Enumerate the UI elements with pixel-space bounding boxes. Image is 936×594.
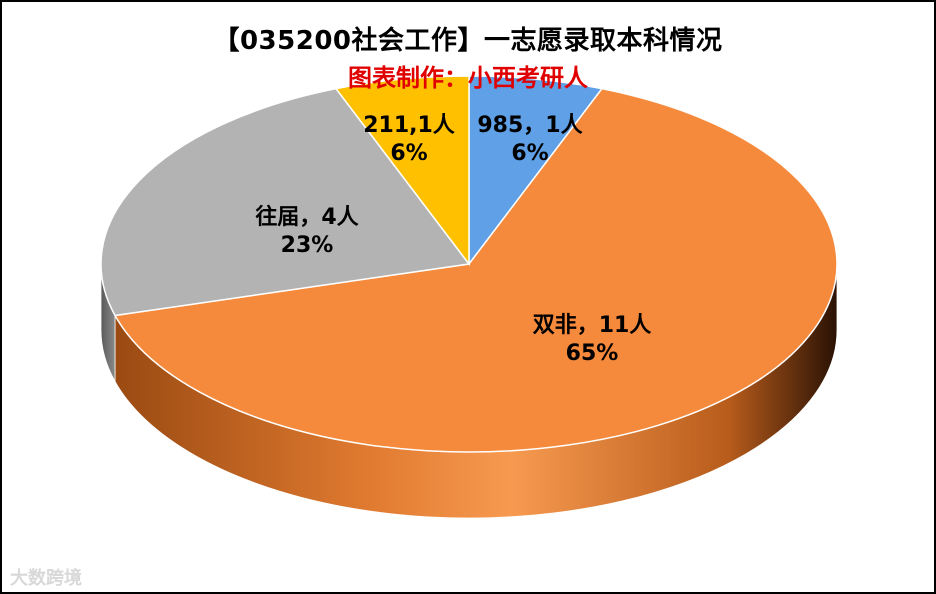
slice-percent: 65% bbox=[566, 341, 619, 366]
chart-subtitle: 图表制作：小西考研人 bbox=[348, 64, 588, 92]
pie-slice bbox=[468, 75, 604, 267]
slice-percent: 6% bbox=[390, 141, 427, 166]
chart-title: 【035200社会工作】一志愿录取本科情况 bbox=[213, 26, 723, 56]
data-labels: 985，1人 6% 双非，11人 65% 往届，4人 23% 211,1人 6% bbox=[255, 113, 651, 366]
pie-slices bbox=[100, 75, 838, 453]
pie-slice bbox=[334, 75, 470, 267]
slice-label: 往届，4人 bbox=[255, 204, 358, 230]
slice-label: 双非，11人 bbox=[533, 313, 652, 338]
pie-slice bbox=[100, 87, 471, 317]
watermark: 大数跨境 bbox=[10, 568, 82, 589]
slice-percent: 6% bbox=[511, 141, 548, 166]
slice-label: 211,1人 bbox=[363, 113, 455, 138]
slice-label: 985，1人 bbox=[477, 113, 582, 138]
pie-slice bbox=[113, 87, 838, 453]
slice-percent: 23% bbox=[281, 233, 334, 258]
